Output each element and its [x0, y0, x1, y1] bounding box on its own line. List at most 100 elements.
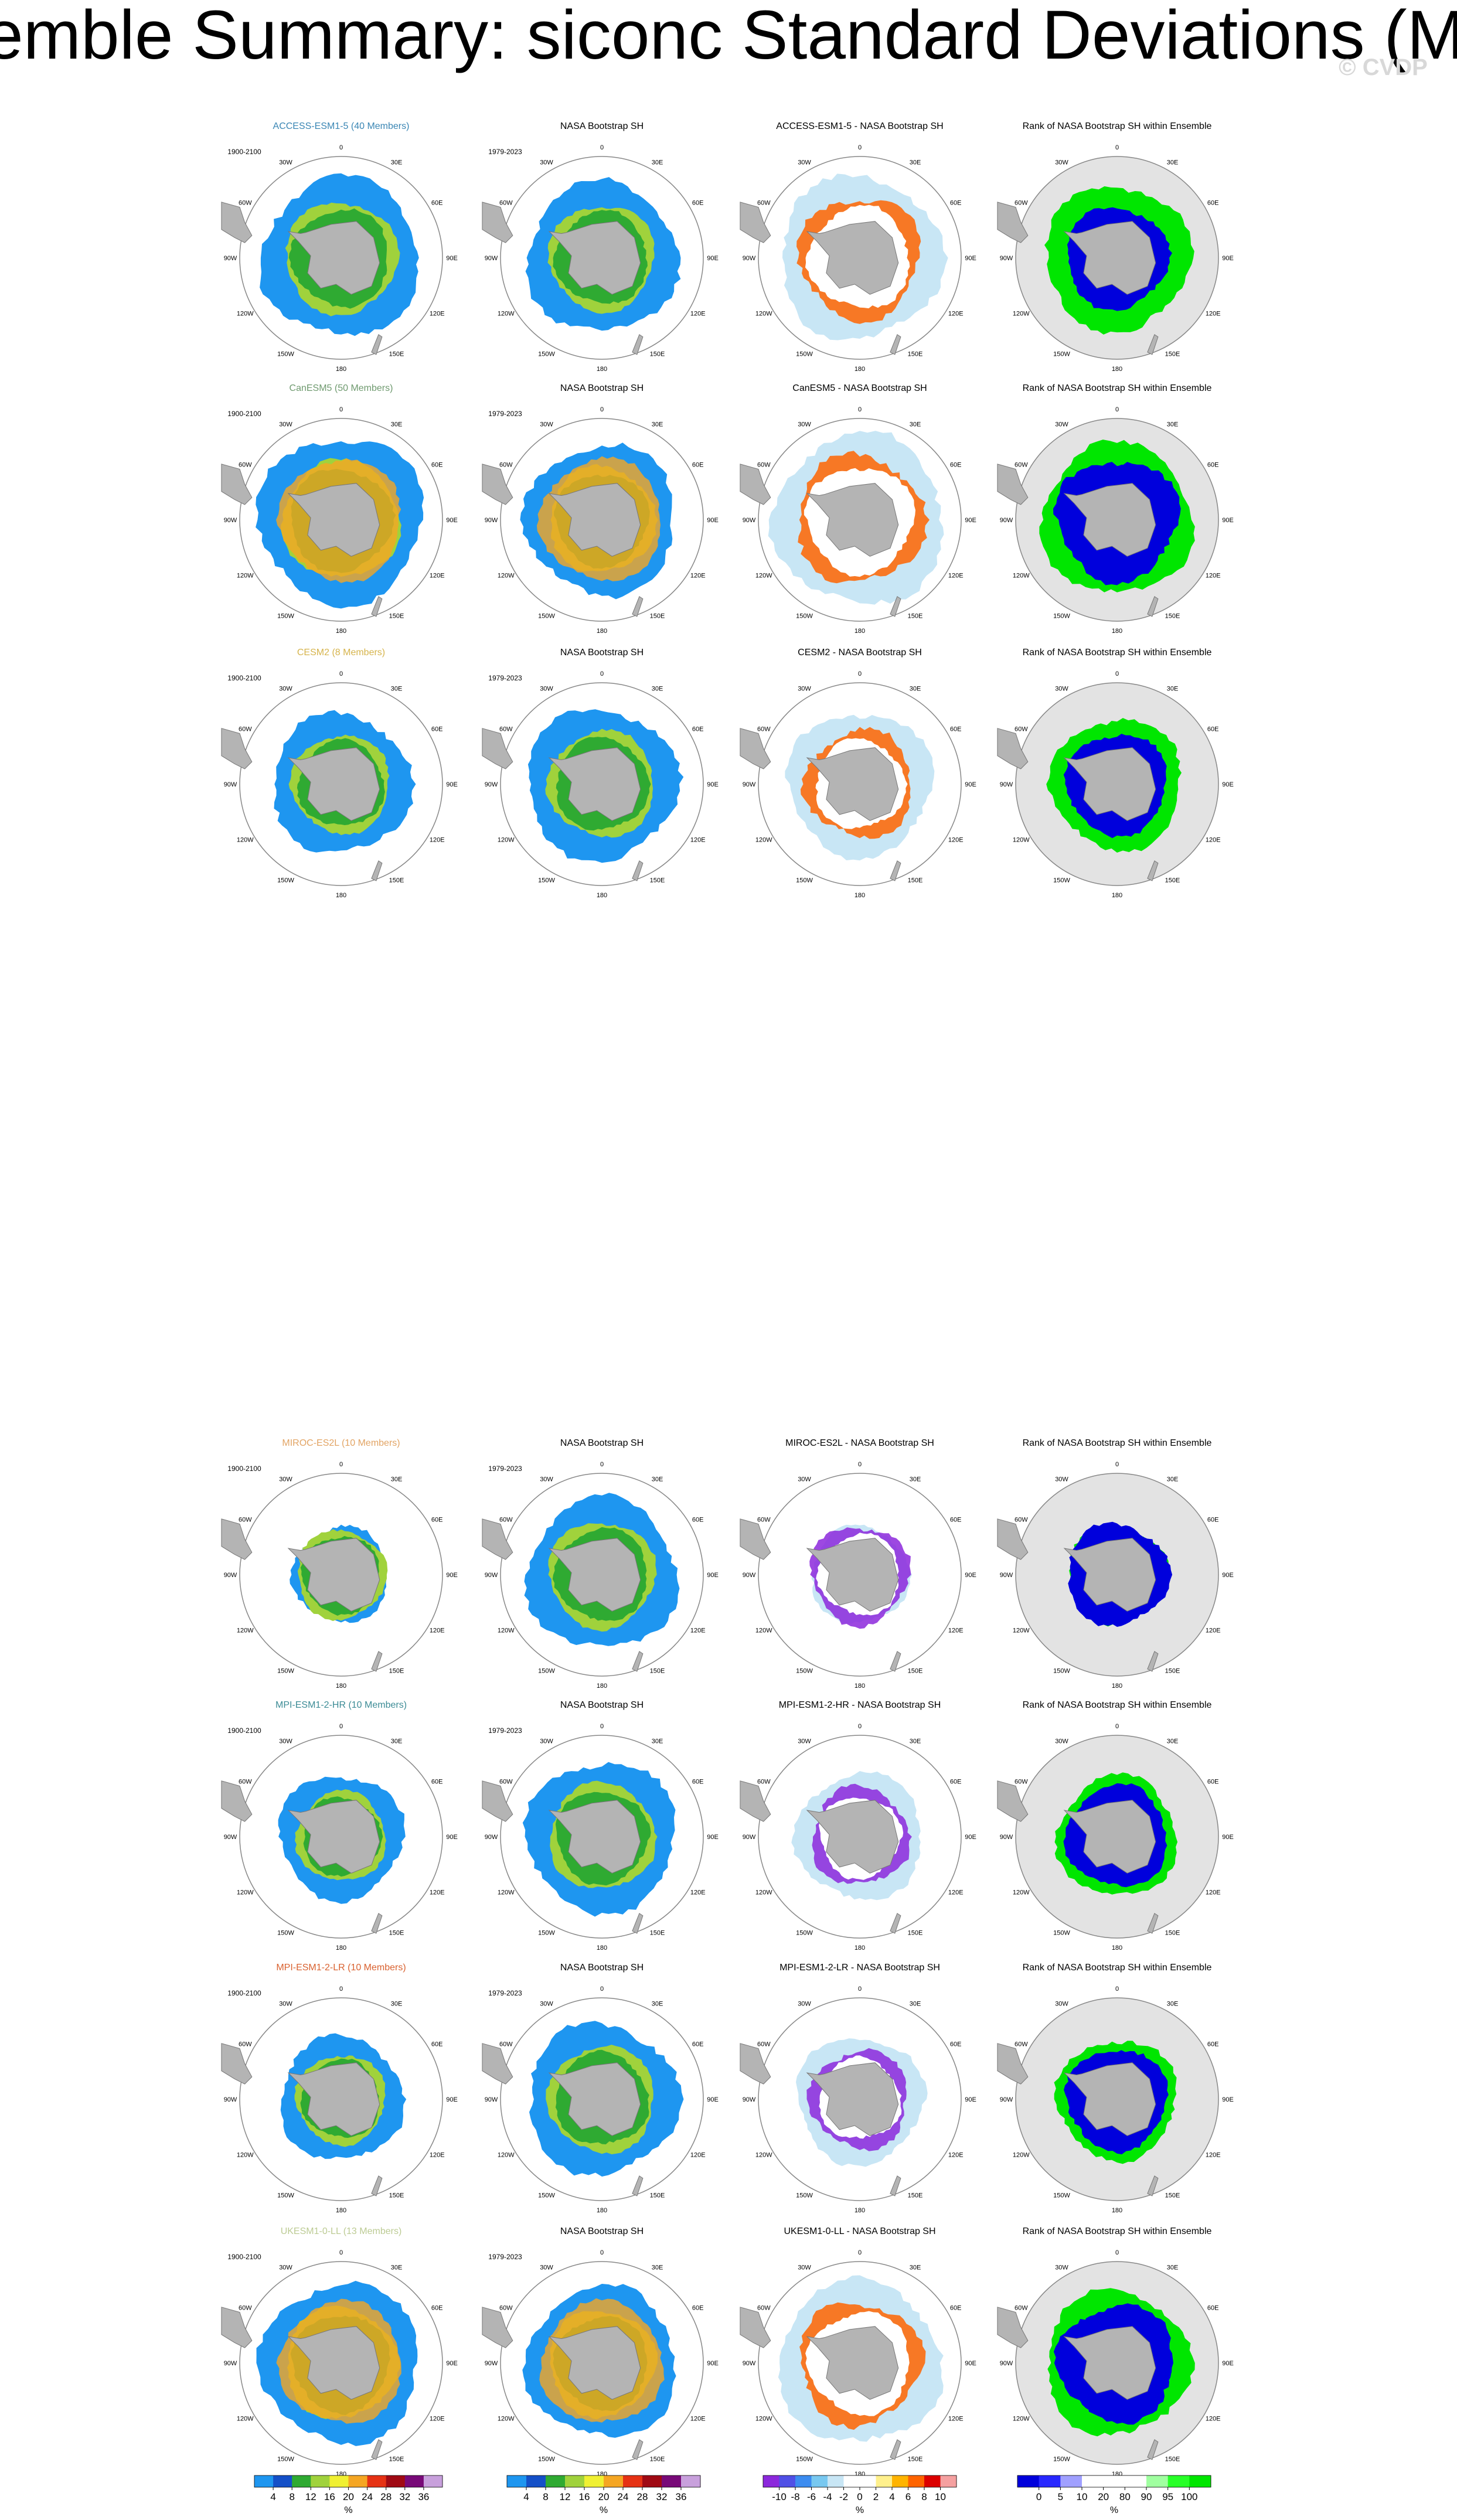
longitude-label: 30W	[279, 685, 292, 692]
panel-title: CESM2 - NASA Bootstrap SH	[798, 648, 922, 658]
longitude-label: 150W	[796, 877, 813, 884]
longitude-label: 0	[600, 144, 604, 151]
land	[890, 1651, 901, 1672]
longitude-label: 180	[1112, 366, 1122, 373]
land	[221, 1518, 253, 1560]
colorbar-box	[546, 2475, 566, 2487]
longitude-label: 90E	[446, 1572, 458, 1579]
longitude-label: 180	[1112, 892, 1122, 899]
longitude-label: 120W	[1013, 837, 1030, 844]
longitude-label: 60E	[431, 726, 443, 733]
colorbar-tick-label: 12	[560, 2491, 571, 2502]
land	[632, 1913, 644, 1934]
land	[740, 2307, 771, 2348]
colorbar-tick-label: 8	[289, 2491, 294, 2502]
land	[287, 747, 380, 821]
panel-title: NASA Bootstrap SH	[560, 648, 644, 658]
longitude-label: 150W	[1053, 1930, 1070, 1937]
longitude-label: 90W	[485, 1572, 498, 1579]
panel-title: ACCESS-ESM1-5 - NASA Bootstrap SH	[776, 121, 943, 131]
longitude-label: 90E	[1222, 255, 1234, 262]
panel-title: UKESM1-0-LL (13 Members)	[281, 2226, 402, 2236]
longitude-label: 30E	[391, 2000, 403, 2007]
land	[1147, 1913, 1159, 1934]
longitude-label: 150E	[389, 2456, 404, 2463]
map-panel: Rank of NASA Bootstrap SH within Ensembl…	[997, 1700, 1234, 1952]
longitude-label: 150W	[796, 1930, 813, 1937]
longitude-label: 120W	[237, 1627, 254, 1634]
longitude-label: 90W	[1000, 517, 1013, 524]
longitude-label: 30E	[910, 159, 921, 166]
longitude-label: 90E	[1222, 781, 1234, 788]
land	[997, 464, 1029, 505]
longitude-label: 0	[339, 2249, 343, 2256]
longitude-label: 0	[858, 670, 862, 677]
longitude-label: 60W	[1015, 1517, 1028, 1524]
land	[221, 2043, 253, 2085]
colorbar-units: %	[856, 2505, 864, 2515]
longitude-label: 30E	[652, 1476, 663, 1483]
longitude-label: 90W	[1000, 781, 1013, 788]
longitude-label: 90E	[1222, 1834, 1234, 1841]
longitude-label: 0	[339, 144, 343, 151]
longitude-label: 0	[600, 1723, 604, 1730]
colorbar-box	[311, 2475, 330, 2487]
land	[287, 1538, 380, 1612]
map-panel: NASA Bootstrap SH 1979-2023 0 30E 60E 90E 120E…	[482, 648, 719, 899]
longitude-label: 30W	[279, 2264, 292, 2271]
land	[482, 2043, 513, 2085]
longitude-label: 150E	[389, 1930, 404, 1937]
longitude-label: 120E	[430, 311, 445, 318]
longitude-label: 120W	[755, 2416, 772, 2423]
longitude-label: 150W	[1053, 2192, 1070, 2199]
longitude-label: 60W	[499, 462, 513, 469]
map-panel: NASA Bootstrap SH 1979-2023 0 30E 60E 90E 120E…	[482, 121, 719, 373]
longitude-label: 120W	[1013, 2416, 1030, 2423]
colorbar-box	[843, 2475, 860, 2487]
longitude-label: 120E	[1206, 311, 1221, 318]
longitude-label: 0	[1115, 406, 1119, 413]
land	[806, 483, 899, 557]
longitude-label: 0	[858, 1461, 862, 1468]
period-label: 1900-2100	[227, 410, 261, 418]
colorbar-box	[329, 2475, 349, 2487]
longitude-label: 30W	[798, 2000, 811, 2007]
longitude-label: 60W	[499, 1779, 513, 1786]
colorbar-box	[604, 2475, 624, 2487]
colorbar-tick-label: 0	[857, 2491, 862, 2502]
longitude-label: 180	[336, 2207, 346, 2214]
longitude-label: 30W	[1055, 2000, 1068, 2007]
longitude-label: 120W	[237, 2416, 254, 2423]
panel-title: NASA Bootstrap SH	[560, 383, 644, 393]
longitude-label: 90E	[965, 1572, 976, 1579]
longitude-label: 30E	[391, 685, 403, 692]
colorbar-tick-label: -6	[807, 2491, 816, 2502]
panel-title: Rank of NASA Bootstrap SH within Ensembl…	[1023, 383, 1212, 393]
longitude-label: 60E	[692, 2305, 704, 2312]
colorbar-box	[348, 2475, 368, 2487]
longitude-label: 30W	[540, 1738, 553, 1745]
panel-title: NASA Bootstrap SH	[560, 2226, 644, 2236]
land	[997, 2307, 1029, 2348]
map-panel: CESM2 (8 Members) 1900-2100 0 30E 60E 90E 120E…	[221, 648, 458, 899]
longitude-label: 120E	[1206, 2416, 1221, 2423]
longitude-label: 120W	[1013, 2152, 1030, 2159]
longitude-label: 60E	[1207, 462, 1219, 469]
longitude-label: 30W	[279, 159, 292, 166]
land	[1063, 2326, 1156, 2400]
colorbar-box	[623, 2475, 643, 2487]
longitude-label: 90E	[965, 2360, 976, 2367]
land	[890, 334, 901, 355]
map-panel: MPI-ESM1-2-HR - NASA Bootstrap SH 0 30E 60E…	[740, 1700, 976, 1952]
colorbar-box	[1039, 2475, 1061, 2487]
longitude-label: 30E	[391, 1476, 403, 1483]
colorbar-box	[404, 2475, 424, 2487]
longitude-label: 60E	[950, 200, 962, 207]
colorbar-box	[423, 2475, 443, 2487]
land	[548, 221, 641, 295]
longitude-label: 150W	[538, 1930, 555, 1937]
longitude-label: 120E	[690, 1627, 706, 1634]
longitude-label: 150W	[796, 1668, 813, 1675]
land	[740, 1780, 771, 1822]
land	[287, 2062, 380, 2136]
